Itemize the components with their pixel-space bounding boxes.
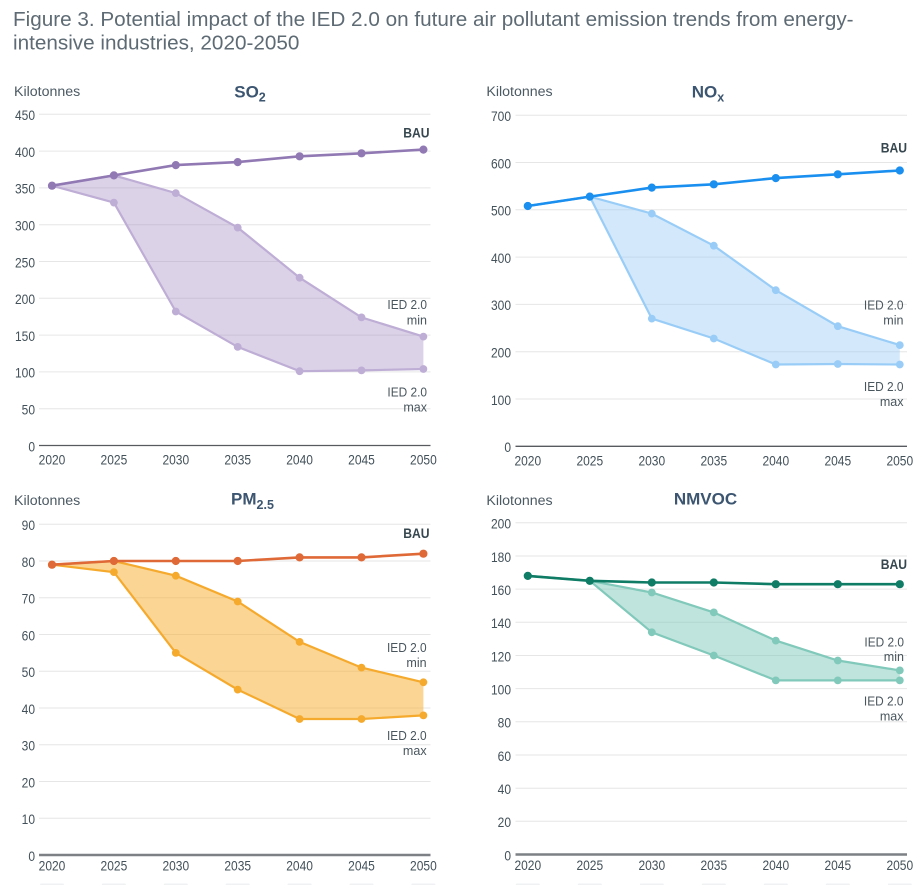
svg-text:min: min: [407, 312, 427, 327]
svg-text:2050: 2050: [410, 452, 437, 468]
svg-text:350: 350: [15, 181, 35, 197]
svg-text:0: 0: [504, 847, 511, 863]
svg-text:2030: 2030: [638, 452, 665, 468]
svg-text:2025: 2025: [101, 858, 128, 874]
svg-text:2035: 2035: [700, 857, 727, 873]
svg-text:20: 20: [22, 774, 35, 790]
svg-text:10: 10: [22, 811, 35, 827]
svg-text:160: 160: [491, 582, 511, 598]
svg-text:0: 0: [504, 439, 511, 455]
svg-text:0: 0: [28, 848, 35, 864]
svg-text:2035: 2035: [224, 452, 251, 468]
svg-text:300: 300: [15, 218, 35, 234]
svg-text:2020: 2020: [514, 857, 541, 873]
svg-text:100: 100: [491, 682, 511, 698]
svg-text:intensive industries, 2020-205: intensive industries, 2020-2050: [13, 32, 299, 55]
svg-text:300: 300: [491, 297, 511, 313]
svg-text:BAU: BAU: [403, 525, 429, 541]
svg-text:0: 0: [28, 438, 35, 454]
svg-text:BAU: BAU: [403, 125, 429, 141]
svg-text:Kilotonnes: Kilotonnes: [486, 84, 552, 100]
svg-text:min: min: [884, 649, 904, 664]
svg-text:IED 2.0: IED 2.0: [387, 641, 427, 656]
svg-text:2045: 2045: [348, 858, 375, 874]
svg-text:min: min: [406, 655, 426, 670]
svg-text:2045: 2045: [348, 452, 375, 468]
svg-text:40: 40: [498, 781, 511, 797]
svg-text:NMVOC: NMVOC: [674, 490, 737, 509]
svg-text:2045: 2045: [824, 452, 851, 468]
svg-text:2025: 2025: [576, 452, 603, 468]
svg-text:60: 60: [498, 748, 511, 764]
svg-text:2025: 2025: [576, 857, 603, 873]
svg-text:IED 2.0: IED 2.0: [864, 298, 904, 313]
svg-text:90: 90: [22, 517, 35, 533]
svg-text:50: 50: [22, 664, 35, 680]
svg-text:700: 700: [491, 108, 511, 124]
svg-text:2040: 2040: [762, 857, 789, 873]
svg-text:40: 40: [22, 701, 35, 717]
svg-text:max: max: [403, 742, 427, 757]
svg-text:500: 500: [491, 203, 511, 219]
svg-text:IED 2.0: IED 2.0: [864, 379, 904, 394]
svg-text:100: 100: [491, 392, 511, 408]
svg-text:2030: 2030: [162, 858, 189, 874]
svg-text:2035: 2035: [224, 858, 251, 874]
svg-text:IED 2.0: IED 2.0: [387, 385, 427, 400]
svg-text:max: max: [403, 399, 427, 414]
svg-text:max: max: [880, 708, 904, 723]
svg-text:IED 2.0: IED 2.0: [387, 298, 427, 313]
svg-text:250: 250: [15, 254, 35, 270]
svg-text:50: 50: [22, 402, 35, 418]
svg-text:Kilotonnes: Kilotonnes: [14, 493, 80, 509]
svg-text:80: 80: [498, 715, 511, 731]
svg-text:2020: 2020: [514, 452, 541, 468]
svg-text:80: 80: [22, 554, 35, 570]
svg-text:400: 400: [15, 144, 35, 160]
svg-text:60: 60: [22, 627, 35, 643]
svg-text:2020: 2020: [39, 452, 66, 468]
svg-text:600: 600: [491, 155, 511, 171]
svg-text:450: 450: [15, 107, 35, 123]
svg-text:150: 150: [15, 328, 35, 344]
svg-text:Kilotonnes: Kilotonnes: [486, 493, 552, 509]
svg-text:BAU: BAU: [881, 140, 907, 156]
svg-text:Figure 3. Potential impact of: Figure 3. Potential impact of the IED 2.…: [13, 8, 854, 31]
svg-text:IED 2.0: IED 2.0: [864, 694, 904, 709]
svg-text:2040: 2040: [762, 452, 789, 468]
svg-text:30: 30: [22, 738, 35, 754]
svg-text:2030: 2030: [162, 452, 189, 468]
svg-text:200: 200: [491, 345, 511, 361]
svg-text:200: 200: [15, 291, 35, 307]
svg-text:2035: 2035: [700, 452, 727, 468]
svg-text:2030: 2030: [638, 857, 665, 873]
svg-text:max: max: [880, 393, 904, 408]
svg-text:200: 200: [491, 516, 511, 532]
svg-text:SO2: SO2: [234, 83, 266, 105]
svg-text:2050: 2050: [410, 858, 437, 874]
svg-text:100: 100: [15, 365, 35, 381]
svg-text:70: 70: [22, 591, 35, 607]
svg-text:140: 140: [491, 615, 511, 631]
svg-text:2040: 2040: [286, 858, 313, 874]
svg-text:NOx: NOx: [692, 83, 725, 105]
svg-text:2020: 2020: [39, 858, 66, 874]
svg-text:IED 2.0: IED 2.0: [864, 635, 904, 650]
svg-text:2050: 2050: [886, 857, 913, 873]
svg-text:min: min: [883, 312, 903, 327]
svg-text:2050: 2050: [886, 452, 913, 468]
svg-text:20: 20: [498, 814, 511, 830]
svg-text:400: 400: [491, 250, 511, 266]
svg-text:120: 120: [491, 648, 511, 664]
svg-text:Kilotonnes: Kilotonnes: [14, 84, 80, 100]
svg-text:2025: 2025: [101, 452, 128, 468]
svg-text:IED 2.0: IED 2.0: [387, 728, 427, 743]
svg-text:180: 180: [491, 549, 511, 565]
svg-text:2045: 2045: [824, 857, 851, 873]
svg-text:2040: 2040: [286, 452, 313, 468]
svg-text:BAU: BAU: [881, 556, 907, 572]
